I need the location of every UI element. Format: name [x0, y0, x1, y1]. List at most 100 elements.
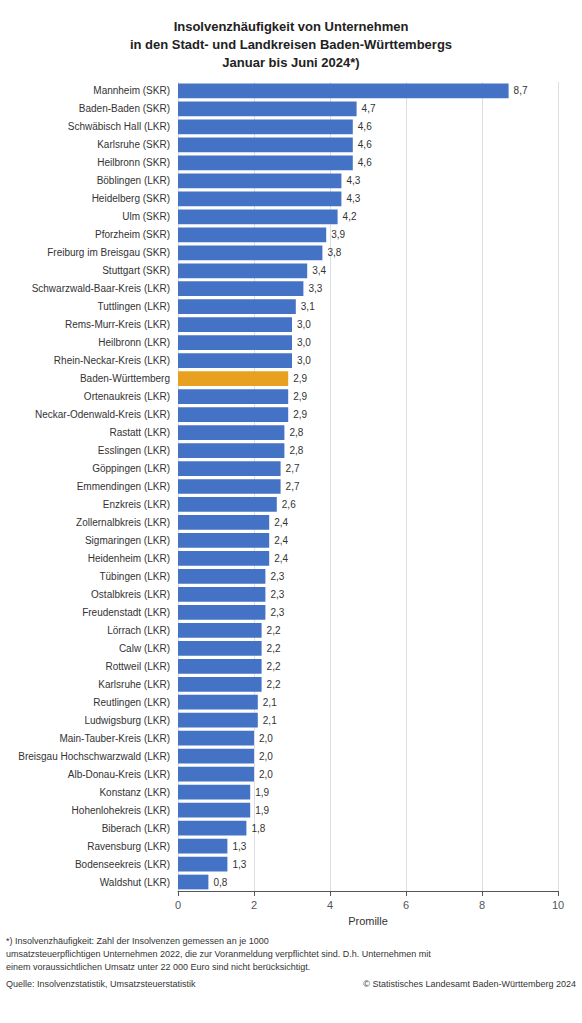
svg-text:2,1: 2,1	[263, 715, 277, 726]
svg-text:einem voraussichtlichen Umsatz: einem voraussichtlichen Umsatz unter 22 …	[6, 962, 310, 972]
svg-text:2,0: 2,0	[259, 769, 273, 780]
svg-text:0,8: 0,8	[213, 877, 227, 888]
svg-text:3,0: 3,0	[297, 355, 311, 366]
svg-text:0: 0	[175, 899, 181, 911]
svg-text:2,2: 2,2	[267, 643, 281, 654]
svg-text:Karlsruhe (SKR): Karlsruhe (SKR)	[97, 139, 170, 150]
svg-text:8: 8	[479, 899, 485, 911]
svg-text:Baden-Baden (SKR): Baden-Baden (SKR)	[79, 103, 170, 114]
svg-text:2,8: 2,8	[289, 445, 303, 456]
svg-text:Reutlingen (LKR): Reutlingen (LKR)	[93, 697, 170, 708]
svg-text:Main-Tauber-Kreis (LKR): Main-Tauber-Kreis (LKR)	[59, 733, 170, 744]
svg-text:Promille: Promille	[348, 915, 388, 927]
svg-text:1,3: 1,3	[232, 859, 246, 870]
svg-text:2,6: 2,6	[282, 499, 296, 510]
svg-text:4,6: 4,6	[358, 139, 372, 150]
svg-text:4,6: 4,6	[358, 121, 372, 132]
svg-text:Rottweil (LKR): Rottweil (LKR)	[106, 661, 170, 672]
svg-text:Bodenseekreis (LKR): Bodenseekreis (LKR)	[75, 859, 170, 870]
svg-text:Rems-Murr-Kreis (LKR): Rems-Murr-Kreis (LKR)	[65, 319, 170, 330]
svg-text:Quelle: Insolvenzstatistik, Um: Quelle: Insolvenzstatistik, Umsatzsteuer…	[6, 979, 196, 989]
svg-text:Heidelberg (SKR): Heidelberg (SKR)	[92, 193, 170, 204]
svg-text:Stuttgart (SKR): Stuttgart (SKR)	[102, 265, 170, 276]
svg-text:1,9: 1,9	[255, 787, 269, 798]
svg-text:6: 6	[403, 899, 409, 911]
svg-text:Freudenstadt (LKR): Freudenstadt (LKR)	[82, 607, 170, 618]
svg-text:3,4: 3,4	[312, 265, 326, 276]
svg-text:Tübingen (LKR): Tübingen (LKR)	[99, 571, 170, 582]
svg-text:Heilbronn (LKR): Heilbronn (LKR)	[98, 337, 170, 348]
svg-text:3,9: 3,9	[331, 229, 345, 240]
svg-text:Januar bis Juni 2024*): Januar bis Juni 2024*)	[222, 55, 359, 70]
svg-text:4,2: 4,2	[343, 211, 357, 222]
svg-text:2,4: 2,4	[274, 517, 288, 528]
svg-text:Breisgau Hochschwarzwald (LKR): Breisgau Hochschwarzwald (LKR)	[18, 751, 170, 762]
svg-text:2,2: 2,2	[267, 661, 281, 672]
svg-text:3,0: 3,0	[297, 337, 311, 348]
svg-text:Ulm (SKR): Ulm (SKR)	[122, 211, 170, 222]
svg-text:Göppingen (LKR): Göppingen (LKR)	[92, 463, 170, 474]
svg-text:Esslingen (LKR): Esslingen (LKR)	[98, 445, 170, 456]
svg-text:Enzkreis (LKR): Enzkreis (LKR)	[103, 499, 170, 510]
svg-text:4,7: 4,7	[362, 103, 376, 114]
svg-text:2,4: 2,4	[274, 553, 288, 564]
svg-text:Rastatt (LKR): Rastatt (LKR)	[109, 427, 170, 438]
svg-text:2,9: 2,9	[293, 409, 307, 420]
svg-text:4,3: 4,3	[346, 175, 360, 186]
svg-text:Alb-Donau-Kreis (LKR): Alb-Donau-Kreis (LKR)	[68, 769, 170, 780]
svg-text:Calw (LKR): Calw (LKR)	[119, 643, 170, 654]
svg-text:Schwarzwald-Baar-Kreis (LKR): Schwarzwald-Baar-Kreis (LKR)	[32, 283, 170, 294]
svg-text:3,8: 3,8	[327, 247, 341, 258]
svg-text:2,3: 2,3	[270, 607, 284, 618]
svg-text:1,3: 1,3	[232, 841, 246, 852]
svg-text:Tuttlingen (LKR): Tuttlingen (LKR)	[98, 301, 170, 312]
svg-text:2: 2	[251, 899, 257, 911]
svg-text:2,4: 2,4	[274, 535, 288, 546]
svg-text:Hohenlohekreis (LKR): Hohenlohekreis (LKR)	[72, 805, 170, 816]
svg-text:2,8: 2,8	[289, 427, 303, 438]
svg-text:3,1: 3,1	[301, 301, 315, 312]
svg-text:© Statistisches Landesamt Bade: © Statistisches Landesamt Baden-Württemb…	[363, 979, 576, 989]
svg-text:Böblingen (LKR): Böblingen (LKR)	[97, 175, 170, 186]
svg-text:2,0: 2,0	[259, 733, 273, 744]
svg-text:umsatzsteuerpflichtigen Untern: umsatzsteuerpflichtigen Unternehmen 2022…	[6, 949, 431, 959]
svg-text:2,7: 2,7	[286, 463, 300, 474]
svg-text:2,3: 2,3	[270, 589, 284, 600]
svg-text:Karlsruhe (LKR): Karlsruhe (LKR)	[98, 679, 170, 690]
svg-text:4,6: 4,6	[358, 157, 372, 168]
svg-text:Rhein-Neckar-Kreis (LKR): Rhein-Neckar-Kreis (LKR)	[54, 355, 170, 366]
svg-text:4,3: 4,3	[346, 193, 360, 204]
svg-text:Biberach (LKR): Biberach (LKR)	[102, 823, 170, 834]
svg-text:Lörrach (LKR): Lörrach (LKR)	[107, 625, 170, 636]
svg-text:Konstanz (LKR): Konstanz (LKR)	[99, 787, 170, 798]
svg-text:Schwäbisch Hall (LKR): Schwäbisch Hall (LKR)	[68, 121, 170, 132]
svg-text:*) Insolvenzhäufigkeit: Zahl d: *) Insolvenzhäufigkeit: Zahl der Insolve…	[6, 936, 269, 946]
svg-text:Heilbronn (SKR): Heilbronn (SKR)	[97, 157, 170, 168]
svg-text:2,2: 2,2	[267, 679, 281, 690]
svg-text:Insolvenzhäufigkeit von Untern: Insolvenzhäufigkeit von Unternehmen	[174, 19, 409, 34]
svg-text:4: 4	[327, 899, 333, 911]
svg-text:2,2: 2,2	[267, 625, 281, 636]
svg-text:Freiburg im Breisgau (SKR): Freiburg im Breisgau (SKR)	[47, 247, 170, 258]
svg-text:1,8: 1,8	[251, 823, 265, 834]
svg-text:Baden-Württemberg: Baden-Württemberg	[80, 373, 170, 384]
svg-text:Pforzheim (SKR): Pforzheim (SKR)	[95, 229, 170, 240]
svg-text:8,7: 8,7	[514, 85, 528, 96]
svg-text:Mannheim (SKR): Mannheim (SKR)	[93, 85, 170, 96]
svg-text:3,3: 3,3	[308, 283, 322, 294]
svg-text:Ravensburg (LKR): Ravensburg (LKR)	[87, 841, 170, 852]
svg-text:1,9: 1,9	[255, 805, 269, 816]
svg-text:2,1: 2,1	[263, 697, 277, 708]
svg-text:2,7: 2,7	[286, 481, 300, 492]
svg-text:Neckar-Odenwald-Kreis (LKR): Neckar-Odenwald-Kreis (LKR)	[35, 409, 170, 420]
svg-text:2,0: 2,0	[259, 751, 273, 762]
svg-text:10: 10	[552, 899, 564, 911]
svg-text:Waldshut (LKR): Waldshut (LKR)	[100, 877, 170, 888]
svg-text:Zollernalbkreis (LKR): Zollernalbkreis (LKR)	[76, 517, 170, 528]
svg-text:in den Stadt- und Landkreisen: in den Stadt- und Landkreisen Baden-Würt…	[130, 37, 452, 52]
svg-text:2,9: 2,9	[293, 391, 307, 402]
svg-text:Ortenaukreis (LKR): Ortenaukreis (LKR)	[84, 391, 170, 402]
svg-text:Sigmaringen (LKR): Sigmaringen (LKR)	[85, 535, 170, 546]
svg-text:Ludwigsburg (LKR): Ludwigsburg (LKR)	[84, 715, 170, 726]
svg-text:Ostalbkreis (LKR): Ostalbkreis (LKR)	[91, 589, 170, 600]
